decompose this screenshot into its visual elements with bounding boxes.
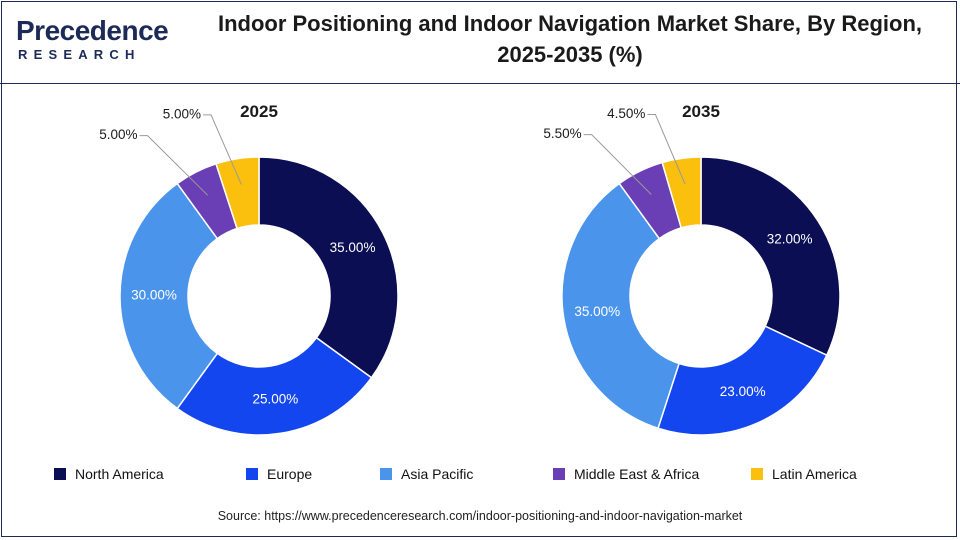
legend-label-europe: Europe bbox=[267, 466, 313, 482]
source-note: Source: https://www.precedenceresearch.c… bbox=[217, 509, 743, 523]
slice-2025-europe bbox=[176, 336, 373, 436]
legend-label-latin-america: Latin America bbox=[772, 466, 857, 482]
chart-title: Indoor Positioning and Indoor Navigation… bbox=[217, 11, 923, 67]
donut-2025: 2025 35.00% 25.00% 30.00% 5.00% 5.00% bbox=[99, 102, 399, 436]
leader-line-2025-latin-america bbox=[203, 114, 242, 185]
donut-title-2035: 2035 bbox=[682, 102, 720, 121]
legend-label-north-america: North America bbox=[75, 466, 164, 482]
data-label-2025-north-america: 35.00% bbox=[330, 240, 376, 255]
legend-swatch-europe bbox=[246, 468, 258, 480]
legend: North America Europe Asia Pacific Middle Ea… bbox=[0, 462, 960, 486]
logo-main-text: Precedence bbox=[16, 15, 169, 46]
data-label-2035-latin-america: 4.50% bbox=[607, 106, 645, 121]
data-label-2025-latin-america: 5.00% bbox=[163, 106, 201, 121]
legend-item-europe: Europe bbox=[246, 462, 312, 486]
donut-2035: 2035 32.00% 23.00% 35.00% 5.50% 4.50% bbox=[543, 102, 841, 436]
logo-sub-text: RESEARCH bbox=[18, 47, 141, 62]
legend-item-north-america: North America bbox=[54, 462, 164, 486]
leader-line-2035-middle-east-and-africa bbox=[583, 134, 652, 195]
slice-2025-latin-america bbox=[215, 156, 260, 230]
slice-2035-latin-america bbox=[661, 156, 702, 229]
legend-swatch-middle-east-and-africa bbox=[553, 468, 565, 480]
data-label-2035-north-america: 32.00% bbox=[767, 231, 813, 246]
legend-swatch-asia-pacific bbox=[380, 468, 392, 480]
slice-2025-north-america bbox=[258, 156, 399, 379]
data-label-2025-middle-east-and-africa: 5.00% bbox=[99, 127, 137, 142]
header: Precedence RESEARCH Indoor Positioning a… bbox=[0, 0, 960, 84]
data-label-2035-middle-east-and-africa: 5.50% bbox=[543, 126, 581, 141]
legend-item-middle-east-and-africa: Middle East & Africa bbox=[553, 462, 699, 486]
legend-item-latin-america: Latin America bbox=[751, 462, 857, 486]
data-label-2025-asia-pacific: 30.00% bbox=[131, 288, 177, 303]
data-label-2035-europe: 23.00% bbox=[720, 384, 766, 399]
donut-charts: 2025 35.00% 25.00% 30.00% 5.00% 5.00% 2035 32.0… bbox=[99, 102, 841, 436]
legend-item-asia-pacific: Asia Pacific bbox=[380, 462, 473, 486]
legend-label-middle-east-and-africa: Middle East & Africa bbox=[574, 466, 700, 482]
slice-2035-asia-pacific bbox=[561, 182, 681, 430]
donut-title-2025: 2025 bbox=[240, 102, 278, 121]
leader-line-2035-latin-america bbox=[647, 114, 686, 185]
legend-label-asia-pacific: Asia Pacific bbox=[401, 466, 474, 482]
legend-swatch-north-america bbox=[54, 468, 66, 480]
data-label-2025-europe: 25.00% bbox=[253, 391, 299, 406]
leader-line-2025-middle-east-and-africa bbox=[139, 135, 209, 196]
slice-2035-europe bbox=[657, 325, 828, 436]
slice-2035-north-america bbox=[700, 156, 841, 357]
logo: Precedence RESEARCH bbox=[16, 14, 169, 70]
slice-2025-asia-pacific bbox=[119, 182, 219, 410]
legend-swatch-latin-america bbox=[751, 468, 763, 480]
data-label-2035-asia-pacific: 35.00% bbox=[574, 304, 620, 319]
